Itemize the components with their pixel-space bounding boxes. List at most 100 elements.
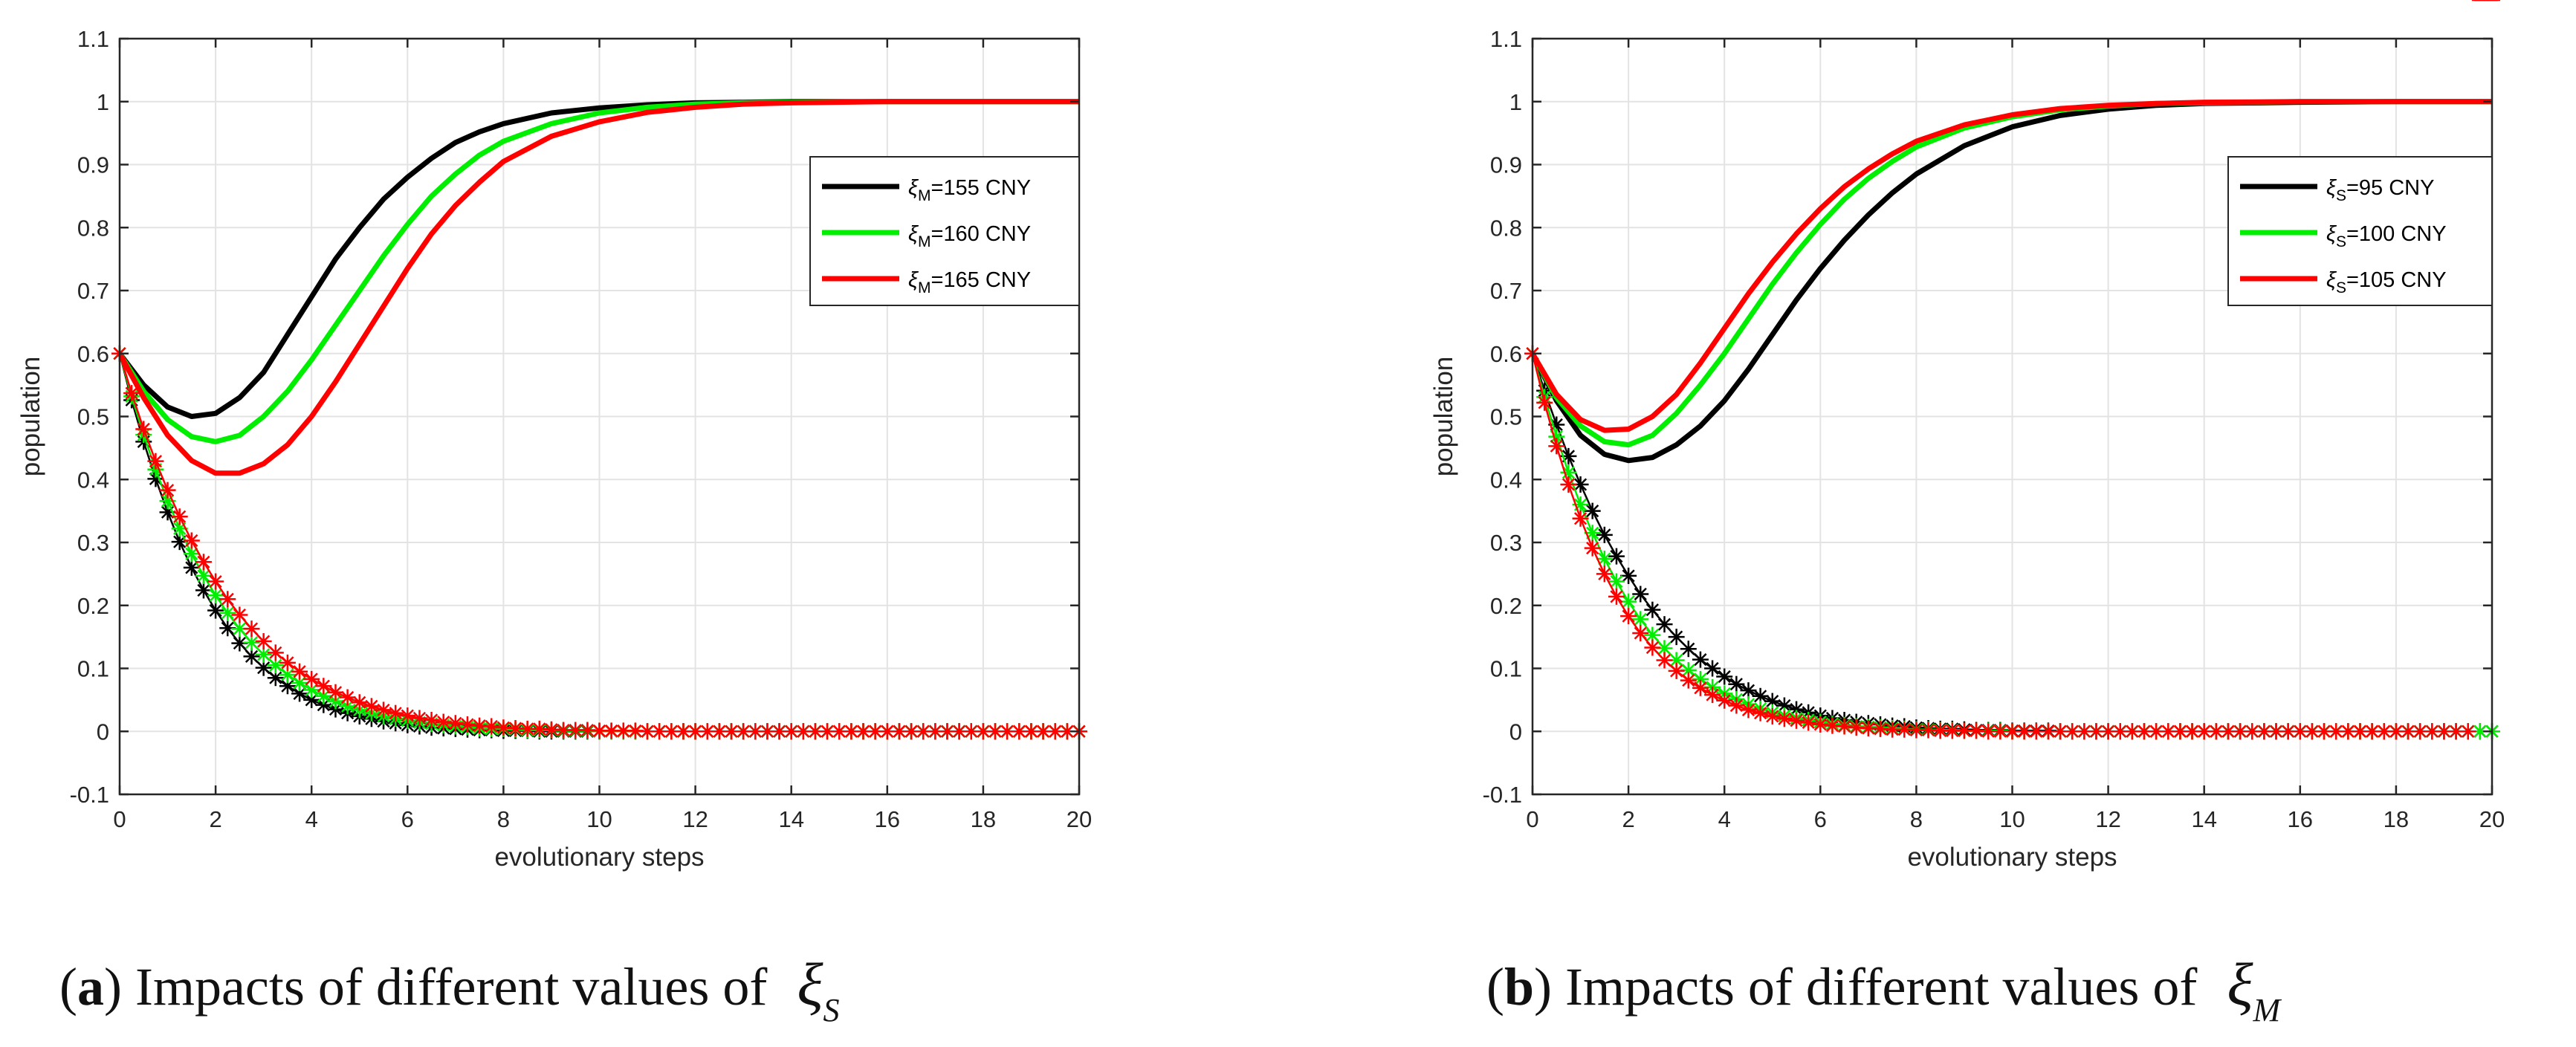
- x-tick-label: 14: [2191, 806, 2216, 832]
- data-point: [699, 723, 716, 740]
- x-tick-label: 16: [875, 806, 900, 832]
- data-point: [1058, 723, 1075, 740]
- x-tick-label: 14: [778, 806, 803, 832]
- data-point: [135, 421, 152, 438]
- x-tick-label: 18: [2384, 806, 2409, 832]
- y-tick-label: 0.4: [1490, 467, 1522, 493]
- data-point: [2004, 723, 2021, 740]
- data-point: [1680, 641, 1697, 658]
- x-tick-label: 6: [401, 806, 414, 832]
- data-point: [1692, 651, 1709, 668]
- y-tick-label: 0.7: [1490, 278, 1522, 304]
- data-point: [375, 701, 392, 719]
- data-point: [1620, 593, 1637, 610]
- data-point: [195, 567, 212, 584]
- data-point: [1608, 573, 1625, 590]
- y-tick-label: 1: [97, 89, 109, 115]
- legend-entry: ξS=100 CNY: [2326, 222, 2447, 250]
- data-point: [363, 698, 380, 715]
- y-tick-label: 0.6: [77, 341, 109, 367]
- data-point: [1548, 428, 1565, 445]
- data-point: [507, 720, 524, 737]
- data-point: [387, 704, 404, 722]
- caption: (a) Impacts of different values of ξS: [59, 950, 839, 1028]
- data-point: [579, 722, 596, 739]
- legend-entry: ξS=95 CNY: [2326, 176, 2434, 204]
- y-axis-label: population: [1429, 357, 1458, 477]
- data-point: [1656, 616, 1673, 633]
- x-tick-label: 2: [1622, 806, 1634, 832]
- data-point: [1728, 697, 1745, 714]
- data-point: [1728, 675, 1745, 693]
- x-tick-label: 4: [1718, 806, 1731, 832]
- y-tick-label: 0: [1509, 719, 1522, 745]
- data-point: [147, 453, 164, 470]
- y-tick-label: 0.8: [1490, 215, 1522, 241]
- y-tick-label: 1: [1509, 89, 1522, 115]
- data-point: [195, 582, 212, 599]
- data-point: [351, 694, 368, 711]
- data-point: [1764, 707, 1781, 725]
- y-tick-label: 0.4: [77, 467, 109, 493]
- y-tick-label: 1.1: [1490, 26, 1522, 52]
- y-tick-label: -0.1: [70, 782, 109, 808]
- data-point: [711, 723, 728, 740]
- data-point: [267, 644, 284, 661]
- data-point: [315, 687, 332, 704]
- data-point: [315, 678, 332, 695]
- data-point: [1596, 551, 1613, 568]
- data-point: [1788, 712, 1805, 729]
- data-point: [291, 663, 308, 680]
- data-point: [207, 573, 224, 590]
- y-axis-label: population: [16, 357, 45, 477]
- data-point: [1632, 611, 1649, 628]
- data-point: [219, 591, 236, 608]
- data-point: [1536, 394, 1553, 411]
- data-point: [279, 654, 296, 671]
- data-point: [2148, 723, 2165, 740]
- series-2: [1524, 0, 2500, 740]
- y-tick-label: 0.5: [1490, 404, 1522, 430]
- data-point: [399, 707, 416, 725]
- data-point: [291, 685, 308, 702]
- data-point: [1572, 476, 1589, 493]
- data-point: [1740, 682, 1757, 699]
- data-point: [1920, 722, 1937, 739]
- data-point: [171, 508, 188, 525]
- x-tick-label: 16: [2288, 806, 2313, 832]
- data-point: [1968, 722, 1985, 739]
- x-tick-label: 8: [1910, 806, 1923, 832]
- data-point: [435, 713, 452, 730]
- chart-panel-a: 0 2 4 6 8 10 12 14 16 18 20-0.100.10.20.30.40.50.6…: [16, 26, 1092, 1028]
- data-point: [159, 482, 176, 499]
- data-point: [303, 691, 320, 708]
- y-tick-label: 0.2: [77, 593, 109, 619]
- data-point: [735, 723, 752, 740]
- data-point: [1812, 716, 1829, 733]
- data-point: [1596, 565, 1613, 583]
- y-tick-label: -0.1: [1483, 782, 1522, 808]
- data-point: [1668, 629, 1685, 646]
- data-point: [1871, 720, 1889, 737]
- data-point: [1572, 510, 1589, 527]
- data-point: [1704, 687, 1721, 704]
- y-tick-label: 0.9: [1490, 152, 1522, 178]
- y-tick-label: 0.1: [77, 656, 109, 682]
- data-point: [219, 604, 236, 621]
- data-point: [2064, 723, 2081, 740]
- data-point: [471, 717, 488, 734]
- data-point: [459, 716, 476, 733]
- data-point: [219, 620, 236, 637]
- x-axis-label: evolutionary steps: [1907, 843, 2117, 872]
- data-point: [927, 723, 944, 740]
- data-point: [2291, 723, 2308, 740]
- x-tick-label: 12: [682, 806, 708, 832]
- data-point: [2028, 723, 2045, 740]
- legend-entry: ξM=165 CNY: [908, 268, 1031, 296]
- data-point: [123, 385, 140, 402]
- data-point: [231, 620, 248, 638]
- legend-entry: ξS=105 CNY: [2326, 268, 2447, 296]
- legend-entry: ξM=160 CNY: [908, 222, 1031, 250]
- data-point: [1704, 660, 1721, 677]
